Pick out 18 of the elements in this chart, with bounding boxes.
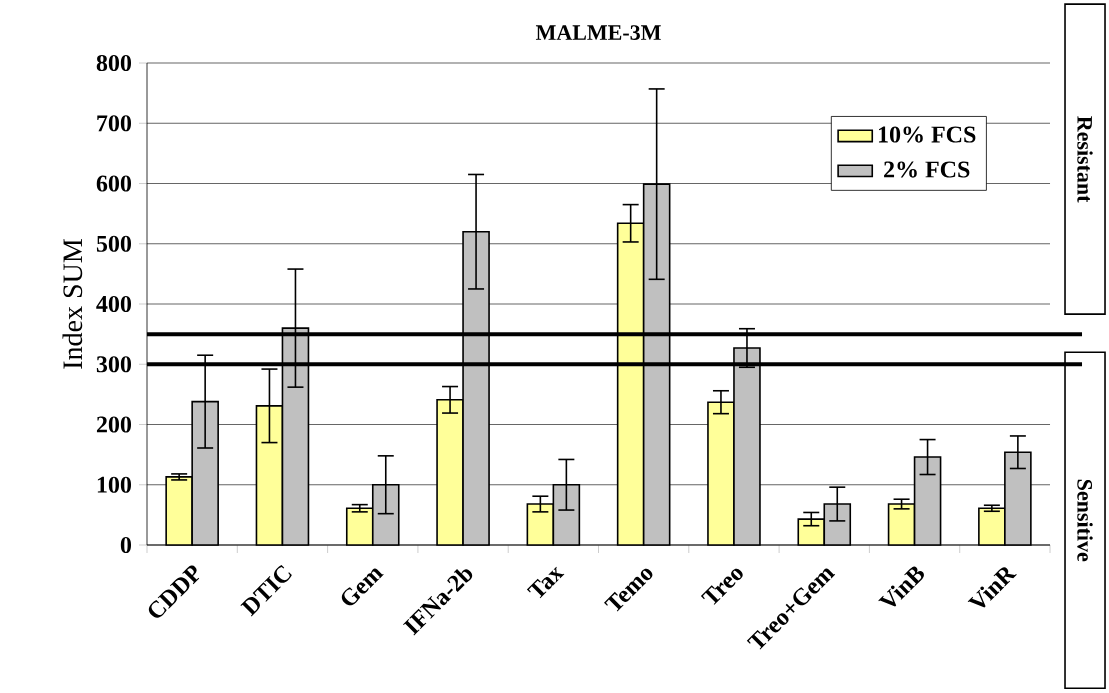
- y-axis-title: Index SUM: [62, 239, 83, 369]
- y-tick-label: 500: [96, 235, 132, 252]
- legend-label: 2% FCS: [884, 161, 970, 178]
- y-tick-label: 800: [96, 54, 132, 72]
- y-tick-label: 200: [96, 416, 132, 433]
- y-tick-label: 400: [96, 295, 132, 313]
- x-tick-label: Treo: [700, 568, 743, 605]
- y-tick-label: 100: [97, 476, 132, 493]
- y-tick-label: 0: [120, 536, 132, 554]
- text: Resistant: [1077, 116, 1093, 203]
- chart-title: MALME-3M: [535, 25, 661, 40]
- x-tick-label: Tax: [526, 566, 565, 599]
- x-tick-label: Gem: [341, 568, 384, 606]
- y-tick-label: 700: [97, 115, 132, 132]
- legend-label: 10% FCS: [878, 126, 976, 143]
- text: Sensitive: [1077, 479, 1093, 562]
- y-tick-label: 300: [96, 356, 132, 373]
- y-tick-label: 600: [96, 175, 132, 192]
